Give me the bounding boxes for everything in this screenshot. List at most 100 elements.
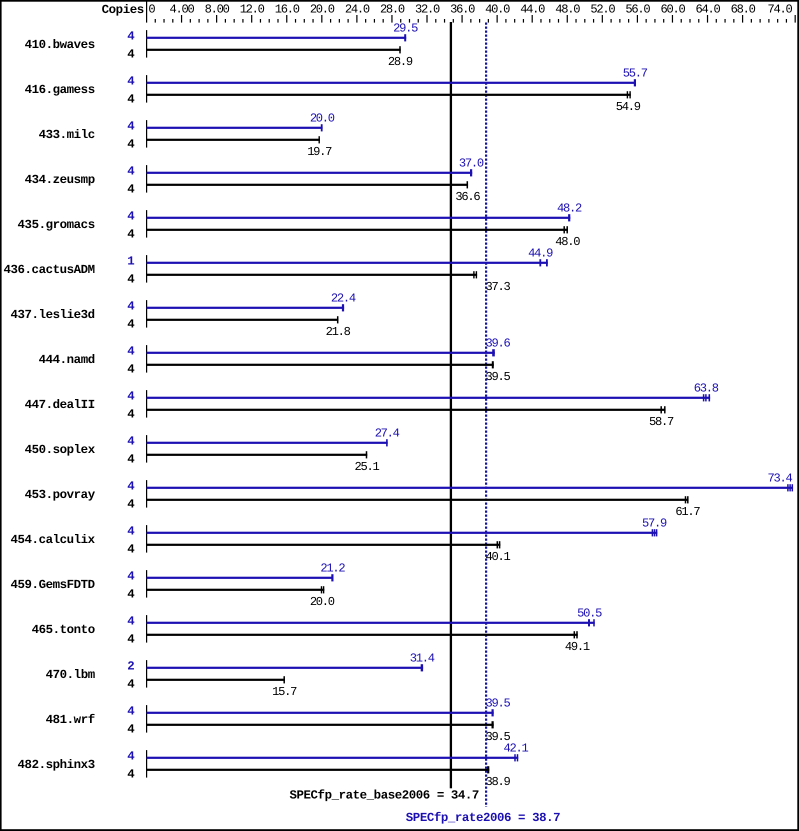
- svg-text:435.gromacs: 435.gromacs: [18, 218, 95, 232]
- svg-text:37.3: 37.3: [486, 280, 511, 294]
- svg-text:0: 0: [148, 2, 155, 16]
- svg-text:4: 4: [127, 479, 135, 493]
- svg-text:4: 4: [127, 524, 135, 538]
- svg-text:27.4: 27.4: [375, 426, 400, 440]
- svg-text:4: 4: [127, 29, 135, 43]
- svg-text:481.wrf: 481.wrf: [46, 713, 95, 727]
- svg-text:31.4: 31.4: [410, 651, 435, 665]
- svg-text:4: 4: [127, 119, 135, 133]
- svg-text:61.7: 61.7: [675, 505, 700, 519]
- svg-text:39.5: 39.5: [486, 730, 511, 744]
- svg-text:4.00: 4.00: [170, 2, 195, 16]
- svg-text:4: 4: [127, 228, 135, 242]
- svg-text:25.1: 25.1: [355, 460, 380, 474]
- svg-text:459.GemsFDTD: 459.GemsFDTD: [11, 578, 95, 592]
- svg-text:4: 4: [127, 749, 135, 763]
- svg-text:4: 4: [127, 389, 135, 403]
- svg-text:60.0: 60.0: [660, 2, 685, 16]
- svg-text:55.7: 55.7: [623, 66, 648, 80]
- svg-text:63.8: 63.8: [694, 381, 719, 395]
- svg-text:22.4: 22.4: [331, 291, 356, 305]
- svg-text:4: 4: [127, 453, 135, 467]
- svg-text:20.0: 20.0: [310, 595, 335, 609]
- svg-text:444.namd: 444.namd: [39, 353, 95, 367]
- svg-text:24.0: 24.0: [345, 2, 370, 16]
- svg-text:52.0: 52.0: [590, 2, 615, 16]
- svg-text:49.1: 49.1: [565, 640, 590, 654]
- svg-text:4: 4: [127, 183, 135, 197]
- svg-text:4: 4: [127, 138, 135, 152]
- svg-text:44.0: 44.0: [520, 2, 545, 16]
- svg-text:2: 2: [127, 659, 134, 673]
- svg-text:20.0: 20.0: [310, 2, 335, 16]
- svg-text:64.0: 64.0: [696, 2, 721, 16]
- svg-text:4: 4: [127, 273, 135, 287]
- svg-text:447.dealII: 447.dealII: [25, 398, 95, 412]
- svg-text:1: 1: [127, 254, 134, 268]
- svg-text:40.0: 40.0: [485, 2, 510, 16]
- svg-text:32.0: 32.0: [415, 2, 440, 16]
- svg-text:39.5: 39.5: [486, 370, 511, 384]
- svg-text:4: 4: [127, 723, 135, 737]
- svg-text:56.0: 56.0: [625, 2, 650, 16]
- svg-text:48.0: 48.0: [555, 235, 580, 249]
- svg-text:42.1: 42.1: [504, 741, 529, 755]
- svg-text:38.9: 38.9: [486, 775, 511, 789]
- svg-text:465.tonto: 465.tonto: [32, 623, 95, 637]
- svg-text:4: 4: [127, 363, 135, 377]
- svg-text:4: 4: [127, 164, 135, 178]
- svg-text:20.0: 20.0: [310, 111, 335, 125]
- svg-text:4: 4: [127, 93, 135, 107]
- svg-text:50.5: 50.5: [577, 606, 602, 620]
- svg-text:21.8: 21.8: [326, 325, 351, 339]
- svg-text:4: 4: [127, 678, 135, 692]
- svg-text:4: 4: [127, 434, 135, 448]
- svg-text:28.9: 28.9: [388, 55, 413, 69]
- svg-text:SPECfp_rate_base2006 = 34.7: SPECfp_rate_base2006 = 34.7: [290, 788, 479, 802]
- svg-text:453.povray: 453.povray: [25, 488, 96, 502]
- svg-text:48.2: 48.2: [557, 201, 582, 215]
- svg-text:433.milc: 433.milc: [39, 128, 95, 142]
- svg-text:57.9: 57.9: [642, 516, 667, 530]
- svg-text:482.sphinx3: 482.sphinx3: [18, 758, 95, 772]
- svg-text:39.5: 39.5: [486, 696, 511, 710]
- svg-text:4: 4: [127, 498, 135, 512]
- svg-text:4: 4: [127, 318, 135, 332]
- svg-text:4: 4: [127, 543, 135, 557]
- svg-text:36.6: 36.6: [455, 190, 480, 204]
- svg-text:Copies: Copies: [102, 3, 144, 17]
- svg-text:4: 4: [127, 209, 135, 223]
- svg-text:29.5: 29.5: [393, 21, 418, 35]
- svg-text:450.soplex: 450.soplex: [25, 443, 96, 457]
- svg-text:436.cactusADM: 436.cactusADM: [4, 263, 95, 277]
- svg-text:4: 4: [127, 569, 135, 583]
- svg-text:44.9: 44.9: [528, 246, 553, 260]
- svg-text:4: 4: [127, 48, 135, 62]
- svg-text:4: 4: [127, 633, 135, 647]
- svg-text:73.4: 73.4: [768, 471, 793, 485]
- svg-text:39.6: 39.6: [486, 336, 511, 350]
- svg-text:28.0: 28.0: [380, 2, 405, 16]
- svg-text:434.zeusmp: 434.zeusmp: [25, 173, 95, 187]
- svg-text:12.0: 12.0: [240, 2, 265, 16]
- svg-text:16.0: 16.0: [275, 2, 300, 16]
- svg-text:36.0: 36.0: [450, 2, 475, 16]
- svg-text:454.calculix: 454.calculix: [11, 533, 96, 547]
- svg-text:416.gamess: 416.gamess: [25, 83, 95, 97]
- svg-text:8.00: 8.00: [205, 2, 230, 16]
- svg-text:4: 4: [127, 588, 135, 602]
- svg-text:21.2: 21.2: [320, 561, 345, 575]
- svg-text:470.lbm: 470.lbm: [46, 668, 95, 682]
- svg-text:410.bwaves: 410.bwaves: [25, 38, 95, 52]
- svg-text:437.leslie3d: 437.leslie3d: [11, 308, 95, 322]
- svg-text:4: 4: [127, 614, 135, 628]
- svg-text:4: 4: [127, 344, 135, 358]
- svg-text:74.0: 74.0: [768, 2, 793, 16]
- svg-text:68.0: 68.0: [731, 2, 756, 16]
- svg-text:48.0: 48.0: [555, 2, 580, 16]
- svg-text:54.9: 54.9: [616, 100, 641, 114]
- svg-text:4: 4: [127, 408, 135, 422]
- svg-text:58.7: 58.7: [649, 415, 674, 429]
- svg-text:37.0: 37.0: [459, 156, 484, 170]
- svg-text:40.1: 40.1: [486, 550, 511, 564]
